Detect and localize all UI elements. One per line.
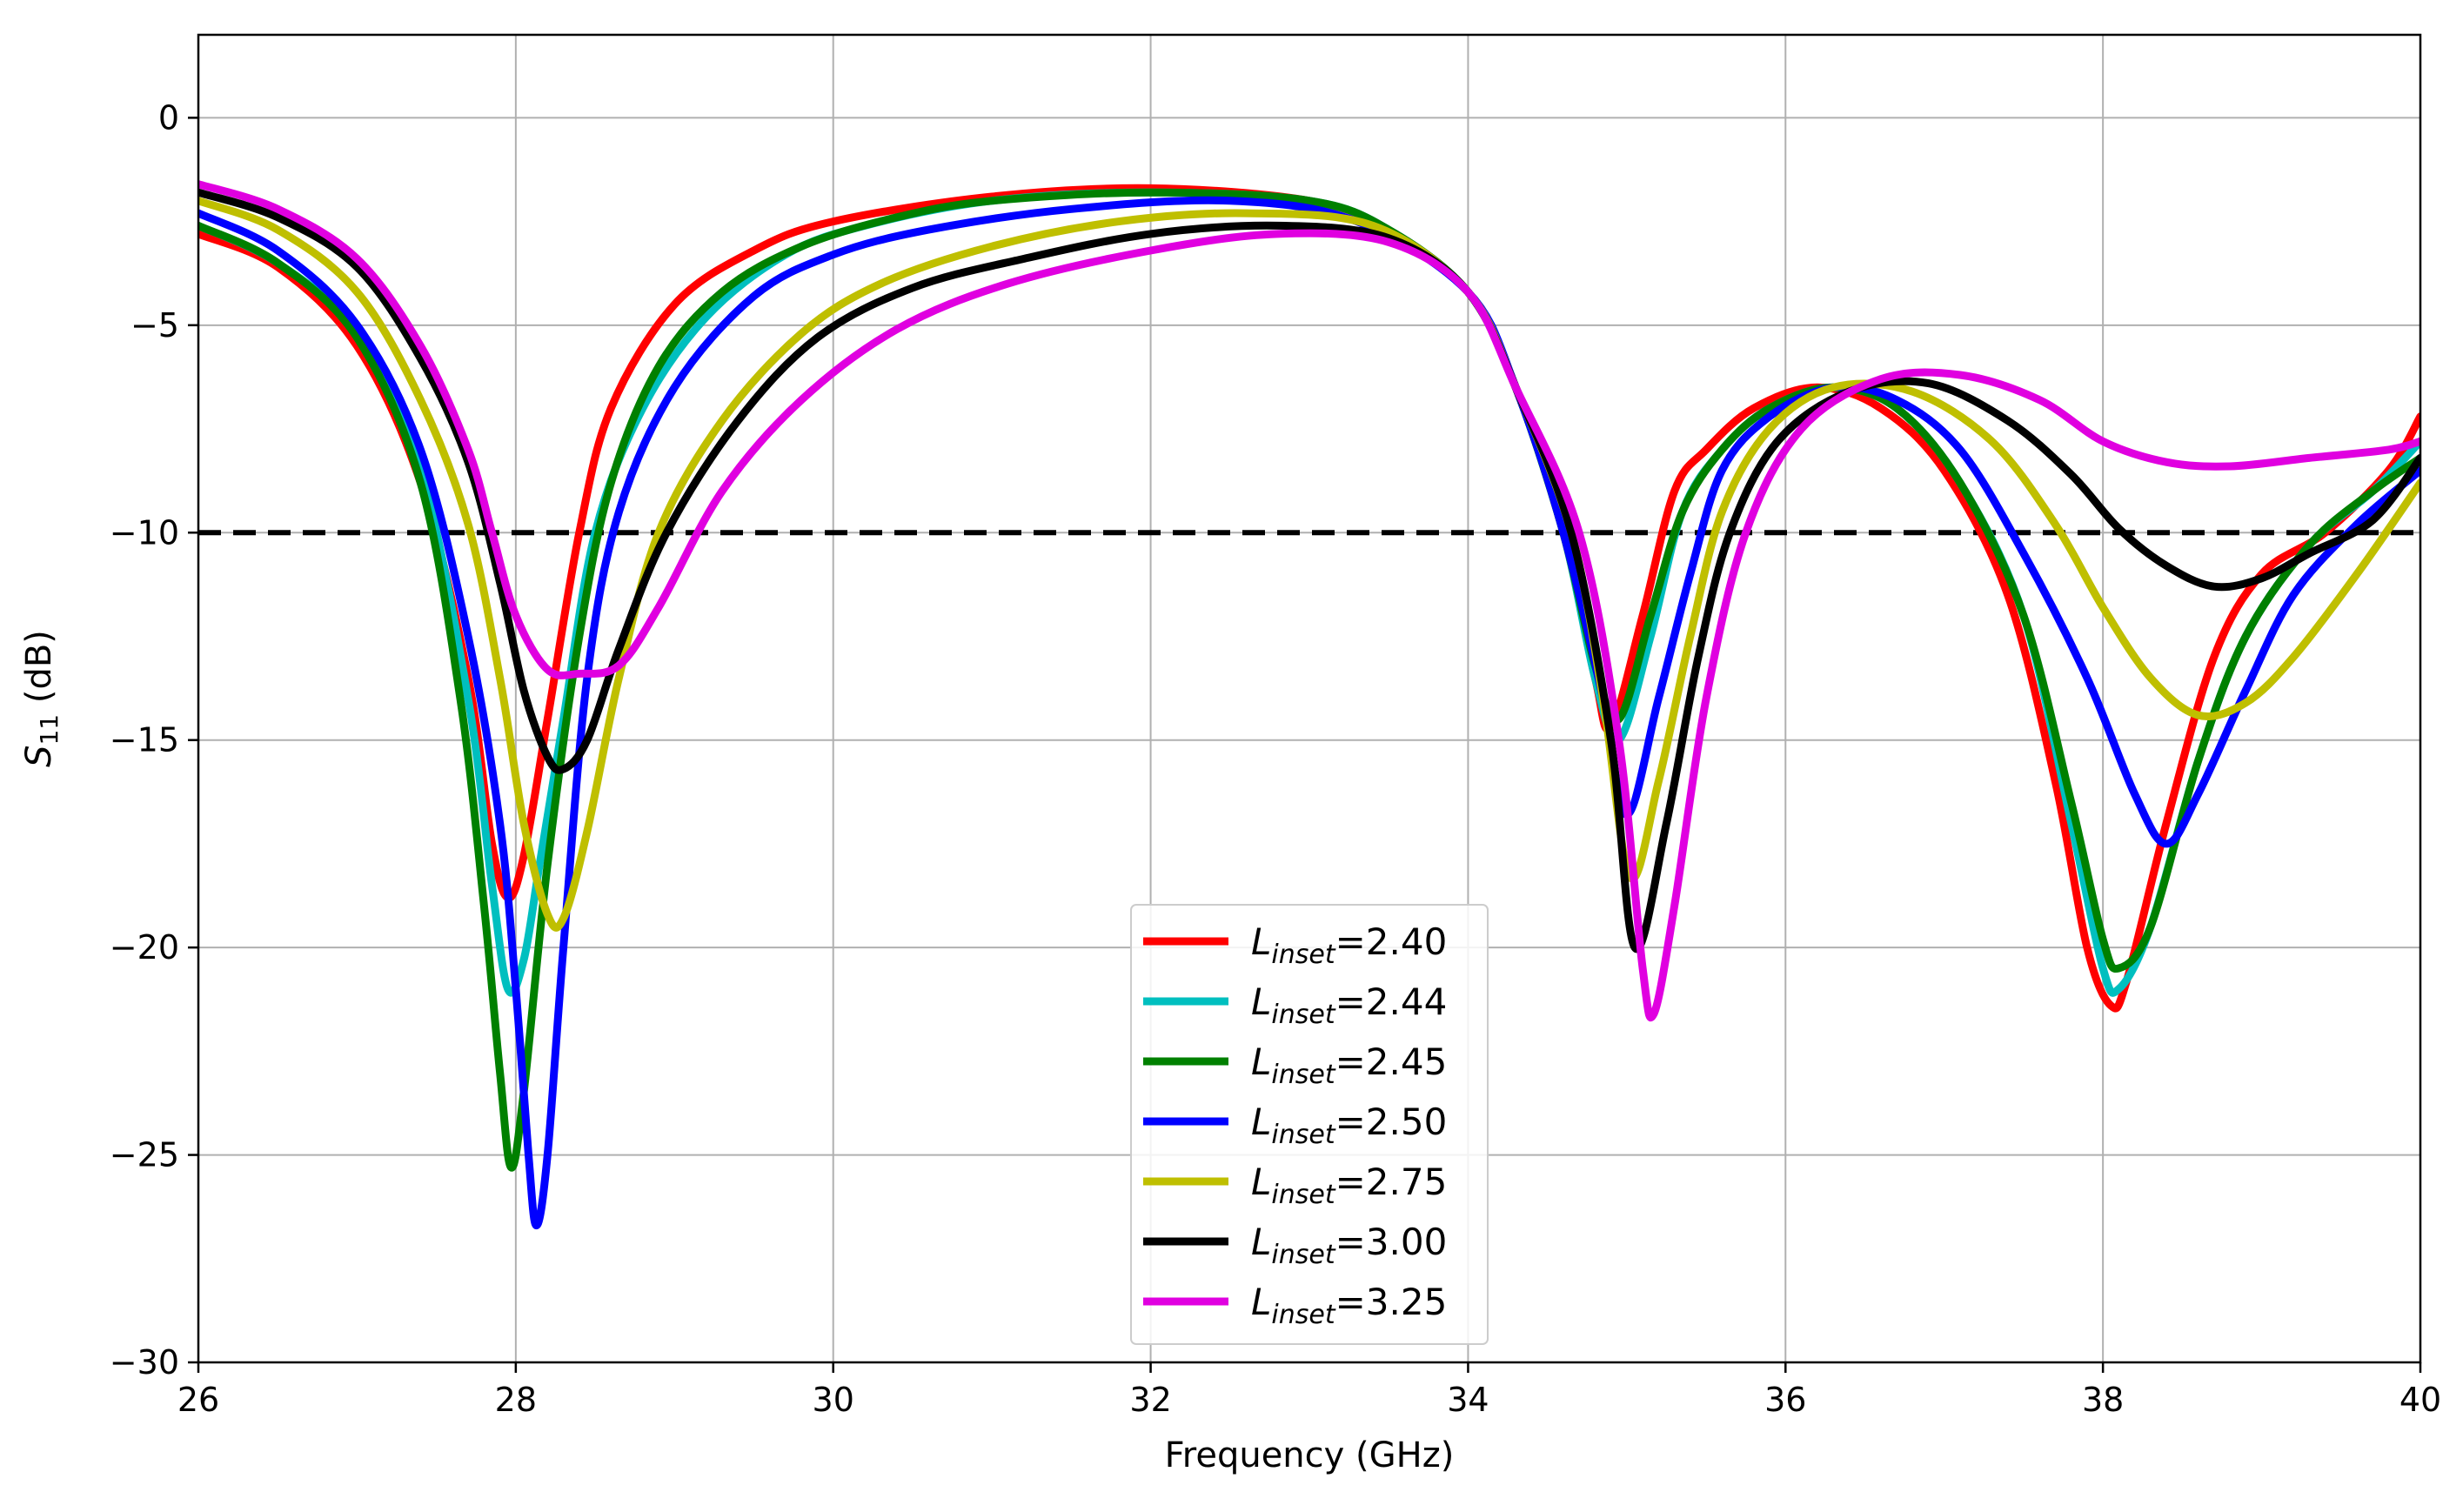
legend-label-base: L <box>1251 980 1271 1023</box>
legend-entry-label: Linset=2.45 <box>1251 1040 1447 1090</box>
legend-label-sub: inset <box>1271 1120 1335 1150</box>
legend-label-sub: inset <box>1271 1300 1335 1330</box>
legend-label-value: =2.45 <box>1335 1040 1448 1083</box>
x-tick-label: 26 <box>177 1381 219 1419</box>
series-line-3-25 <box>198 180 2420 1022</box>
y-tick-label: 0 <box>158 98 179 137</box>
legend-label-base: L <box>1251 1281 1271 1323</box>
y-axis-title-rest: (dB) <box>19 630 59 714</box>
legend-label-value: =3.00 <box>1335 1221 1448 1263</box>
legend-label-sub: inset <box>1271 1000 1335 1030</box>
y-tick-label: −30 <box>110 1343 179 1382</box>
legend-label-base: L <box>1251 1040 1271 1083</box>
legend-label-sub: inset <box>1271 1240 1335 1270</box>
y-axis-title: S11 (dB) <box>19 630 64 767</box>
series-lines <box>198 180 2420 1230</box>
x-tick-label: 28 <box>495 1381 537 1419</box>
x-tick-label: 34 <box>1447 1381 1489 1419</box>
y-ticks: 0 −5 −10 −15 −20 −25 −30 <box>110 98 198 1382</box>
legend-entry-label: Linset=3.25 <box>1251 1281 1447 1330</box>
legend-box <box>1130 904 1489 1345</box>
legend-entry-label: Linset=2.40 <box>1251 920 1447 970</box>
x-tick-label: 38 <box>2082 1381 2124 1419</box>
legend: Linset=2.40Linset=2.44Linset=2.45Linset=… <box>1130 904 1489 1345</box>
legend-label-value: =2.50 <box>1335 1101 1448 1143</box>
x-tick-label: 36 <box>1764 1381 1806 1419</box>
legend-label-value: =2.75 <box>1335 1161 1448 1203</box>
legend-label-sub: inset <box>1271 1180 1335 1210</box>
y-tick-label: −5 <box>131 306 179 345</box>
y-tick-label: −15 <box>110 721 179 759</box>
x-ticks: 26 28 30 32 34 36 38 40 <box>177 1362 2441 1419</box>
legend-label-value: =3.25 <box>1335 1281 1448 1323</box>
y-tick-label: −20 <box>110 928 179 967</box>
y-axis-title-base: S <box>19 746 59 767</box>
legend-label-sub: inset <box>1271 1060 1335 1090</box>
x-tick-label: 32 <box>1129 1381 1171 1419</box>
legend-label-sub: inset <box>1271 940 1335 970</box>
y-axis-title-sub: 11 <box>35 714 64 746</box>
legend-entry-label: Linset=2.44 <box>1251 980 1447 1030</box>
legend-label-value: =2.40 <box>1335 920 1448 963</box>
y-tick-label: −25 <box>110 1136 179 1174</box>
legend-label-base: L <box>1251 920 1271 963</box>
legend-label-base: L <box>1251 1101 1271 1143</box>
legend-label-value: =2.44 <box>1335 980 1448 1023</box>
x-axis-title: Frequency (GHz) <box>1165 1435 1455 1475</box>
legend-entry-label: Linset=2.75 <box>1251 1161 1447 1210</box>
legend-entry-label: Linset=3.00 <box>1251 1221 1447 1270</box>
legend-entry-label: Linset=2.50 <box>1251 1101 1447 1150</box>
x-tick-label: 30 <box>813 1381 854 1419</box>
plot-frame <box>197 33 2422 1364</box>
legend-label-base: L <box>1251 1221 1271 1263</box>
x-tick-label: 40 <box>2399 1381 2441 1419</box>
y-tick-label: −10 <box>110 513 179 552</box>
legend-label-base: L <box>1251 1161 1271 1203</box>
